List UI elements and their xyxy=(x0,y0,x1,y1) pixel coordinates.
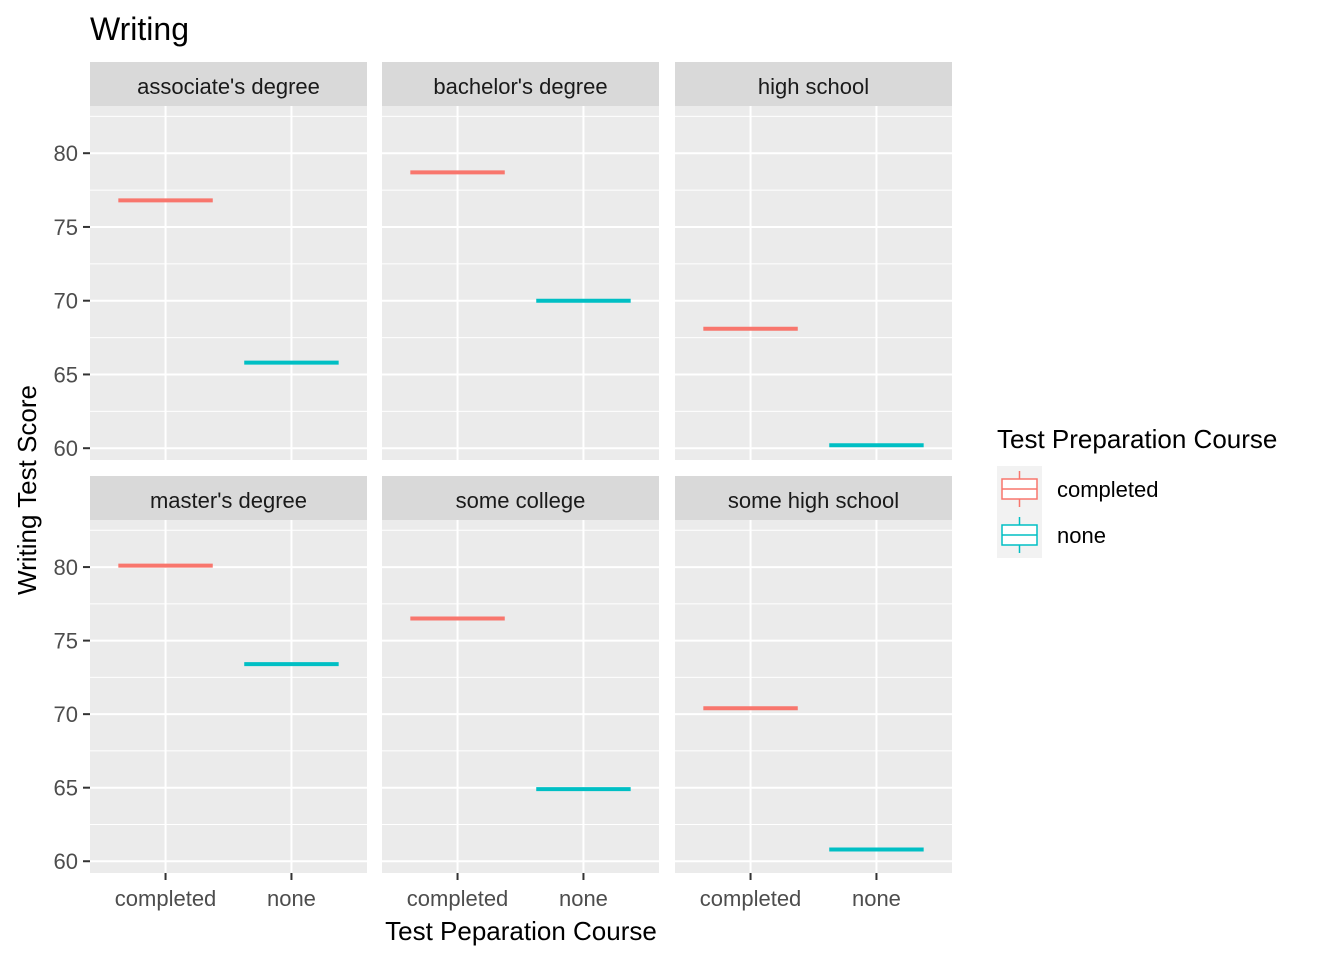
panel-background xyxy=(382,106,659,460)
facet-panel: high school xyxy=(675,62,952,460)
legend-item-completed: completed xyxy=(997,466,1159,512)
facet-panels: associate's degree bachelor's degree high … xyxy=(90,62,952,873)
facet-panel: some college xyxy=(382,476,659,873)
x-axes: completed none completed none completed none xyxy=(115,873,901,911)
legend-items: completed none xyxy=(997,466,1159,558)
facet-strip xyxy=(382,62,659,106)
y-tick-label: 70 xyxy=(54,289,78,314)
x-tick-label: none xyxy=(559,886,608,911)
y-tick-label: 80 xyxy=(54,141,78,166)
x-axis-label: Test Peparation Course xyxy=(385,916,657,946)
facet-strip xyxy=(382,476,659,520)
x-tick-label: none xyxy=(267,886,316,911)
y-tick-label: 70 xyxy=(54,702,78,727)
y-axis-label: Writing Test Score xyxy=(12,385,42,595)
facet-strip xyxy=(675,476,952,520)
x-tick-label: completed xyxy=(115,886,217,911)
legend: Test Preparation Course completed none xyxy=(997,424,1277,558)
panel-background xyxy=(675,520,952,873)
facet-strip-label: some high school xyxy=(728,488,899,513)
facet-strip xyxy=(675,62,952,106)
facet-strip-label: high school xyxy=(758,74,869,99)
panel-background xyxy=(90,520,367,873)
facet-panel: some high school xyxy=(675,476,952,873)
facet-panel: master's degree xyxy=(90,476,367,873)
facet-strip xyxy=(90,476,367,520)
legend-title: Test Preparation Course xyxy=(997,424,1277,454)
y-axes: 60 65 70 75 80 60 65 70 75 80 xyxy=(54,141,90,874)
facet-strip-label: master's degree xyxy=(150,488,307,513)
y-tick-label: 65 xyxy=(54,776,78,801)
x-tick-label: none xyxy=(852,886,901,911)
x-tick-label: completed xyxy=(700,886,802,911)
y-tick-label: 75 xyxy=(54,629,78,654)
facet-panel: associate's degree xyxy=(90,62,367,460)
x-tick-label: completed xyxy=(407,886,509,911)
legend-item-none: none xyxy=(997,512,1106,558)
y-tick-label: 75 xyxy=(54,215,78,240)
y-tick-label: 80 xyxy=(54,555,78,580)
facet-strip-label: bachelor's degree xyxy=(433,74,607,99)
legend-label: completed xyxy=(1057,477,1159,502)
facet-strip xyxy=(90,62,367,106)
y-tick-label: 60 xyxy=(54,849,78,874)
y-tick-label: 60 xyxy=(54,436,78,461)
panel-background xyxy=(90,106,367,460)
facet-panel: bachelor's degree xyxy=(382,62,659,460)
facet-strip-label: some college xyxy=(456,488,586,513)
facet-strip-label: associate's degree xyxy=(137,74,320,99)
legend-label: none xyxy=(1057,523,1106,548)
chart-title: Writing xyxy=(90,11,189,47)
panel-background xyxy=(675,106,952,460)
y-tick-label: 65 xyxy=(54,362,78,387)
panel-background xyxy=(382,520,659,873)
